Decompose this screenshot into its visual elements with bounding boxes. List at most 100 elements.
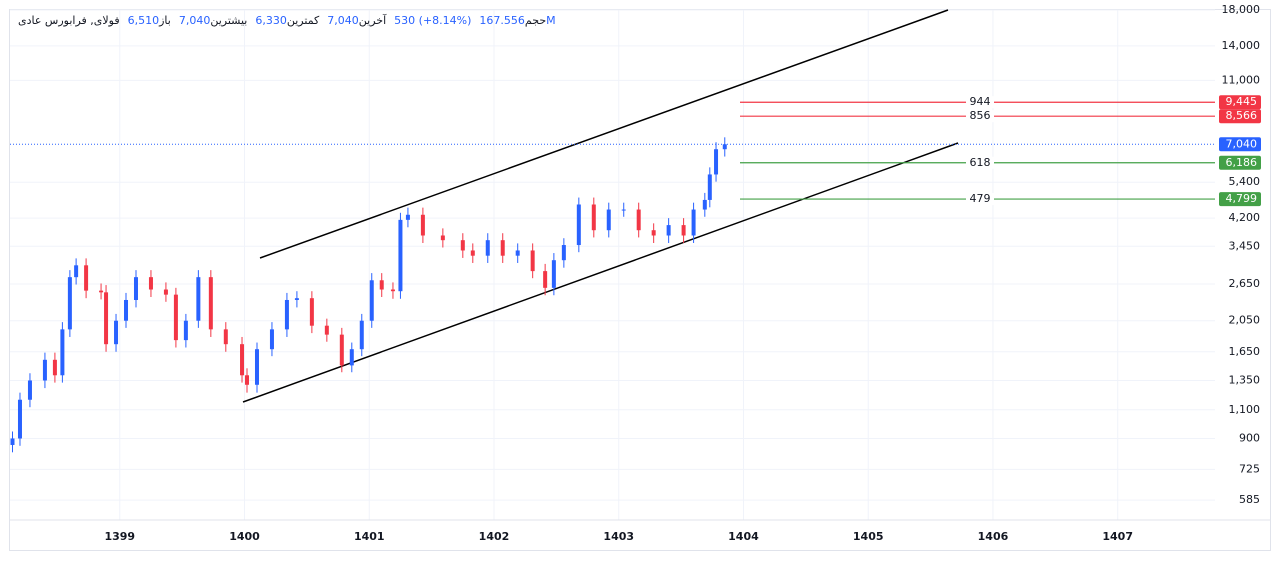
candle-body	[551, 260, 556, 288]
x-tick-label: 1407	[1102, 530, 1133, 543]
y-tick-label: 900	[1239, 431, 1260, 444]
candle-body	[208, 277, 213, 330]
x-tick-label: 1402	[479, 530, 510, 543]
candle-body	[104, 292, 109, 345]
candle-body	[420, 214, 425, 236]
y-tick-label: 5,400	[1229, 175, 1261, 188]
candle-body	[369, 280, 374, 321]
y-tick-label: 585	[1239, 493, 1260, 506]
price-tag-label: 9,445	[1226, 95, 1258, 108]
candle-body	[17, 399, 22, 439]
candle-body	[240, 344, 245, 376]
level-label-bg	[966, 193, 994, 206]
candle-body	[163, 289, 168, 295]
candle-body	[223, 329, 228, 345]
candle-body	[124, 299, 129, 321]
level-label: 944	[970, 95, 991, 108]
item-label: باز	[159, 14, 171, 27]
channel-lower	[242, 142, 959, 403]
y-tick-label: 1,650	[1229, 345, 1261, 358]
candle-body	[196, 277, 201, 321]
price-tag-label: 6,186	[1226, 156, 1258, 169]
candle-body	[254, 349, 259, 385]
candle-body	[543, 271, 548, 288]
candle-body	[379, 280, 384, 290]
candle-body	[309, 298, 314, 326]
price-tag	[1219, 109, 1261, 124]
level-label: 479	[970, 192, 991, 205]
candle-body	[702, 199, 707, 210]
y-tick-label: 4,200	[1229, 211, 1261, 224]
y-tick-label: 725	[1239, 462, 1260, 475]
candle-body	[284, 299, 289, 330]
candle-body	[269, 329, 274, 350]
level-label: 856	[970, 109, 991, 122]
level-label-bg	[966, 110, 994, 123]
price-tag-label: 8,566	[1226, 109, 1258, 122]
y-tick-label: 14,000	[1222, 39, 1261, 52]
volume-item: حجم167.556M	[479, 14, 555, 27]
candle-body	[576, 204, 581, 246]
y-tick-label: 2,650	[1229, 277, 1261, 290]
candle-body	[561, 245, 566, 261]
price-tag-label: 7,040	[1226, 137, 1258, 150]
header: فولای, فرابورس عادی باز6,510 بیشترین7,040…	[18, 14, 556, 27]
candle-body	[681, 225, 686, 236]
candle-body	[339, 334, 344, 366]
item-value: 7,040	[178, 14, 211, 27]
candle-body	[324, 325, 329, 335]
x-tick-label: 1403	[603, 530, 634, 543]
candle-body	[99, 290, 104, 293]
candle-body	[485, 240, 490, 256]
volume-value: 167.556M	[479, 14, 556, 27]
candle-body	[530, 250, 535, 272]
item-value: 7,040	[327, 14, 359, 27]
level-label: 618	[970, 156, 991, 169]
candle-body	[440, 235, 445, 241]
candle-body	[707, 174, 712, 200]
candle-body	[10, 438, 15, 445]
candle-body	[245, 375, 250, 385]
candle-body	[651, 230, 656, 236]
volume-label: حجم	[524, 14, 547, 27]
candle-body	[52, 359, 57, 376]
header-item: باز6,510	[128, 14, 171, 27]
candle-body	[515, 250, 520, 256]
candle-body	[114, 320, 119, 345]
price-tag-label: 4,799	[1226, 192, 1258, 205]
item-value: 6,330	[255, 14, 287, 27]
candle-body	[183, 320, 188, 341]
candle-body	[691, 209, 696, 236]
x-tick-label: 1400	[229, 530, 260, 543]
price-tag	[1219, 137, 1261, 152]
symbol-title: فولای, فرابورس عادی	[18, 14, 120, 27]
candle-body	[60, 329, 65, 376]
candle-body	[460, 240, 465, 251]
candle-body	[84, 265, 89, 291]
candle-body	[148, 277, 153, 290]
candle-body	[74, 265, 79, 278]
candle-body	[42, 359, 47, 381]
level-label-bg	[966, 96, 994, 109]
candle-body	[133, 277, 138, 300]
grid	[10, 9, 1215, 520]
x-tick-label: 1404	[728, 530, 759, 543]
candle-body	[173, 294, 178, 341]
y-tick-label: 18,000	[1222, 3, 1261, 16]
candle-body	[500, 240, 505, 256]
y-tick-label: 11,000	[1222, 73, 1261, 86]
candle-body	[67, 277, 72, 330]
candle-body	[349, 349, 354, 366]
item-label: آخرین	[358, 14, 387, 27]
price-tag	[1219, 192, 1261, 207]
candle-body	[714, 149, 719, 175]
header-item: بیشترین7,040	[179, 14, 248, 27]
header-item: آخرین7,040	[327, 14, 386, 27]
channel-upper	[259, 9, 949, 259]
candle-body	[666, 225, 671, 236]
x-tick-label: 1399	[104, 530, 135, 543]
x-tick-label: 1401	[354, 530, 385, 543]
y-tick-label: 2,050	[1229, 314, 1261, 327]
candle-body	[294, 298, 299, 300]
